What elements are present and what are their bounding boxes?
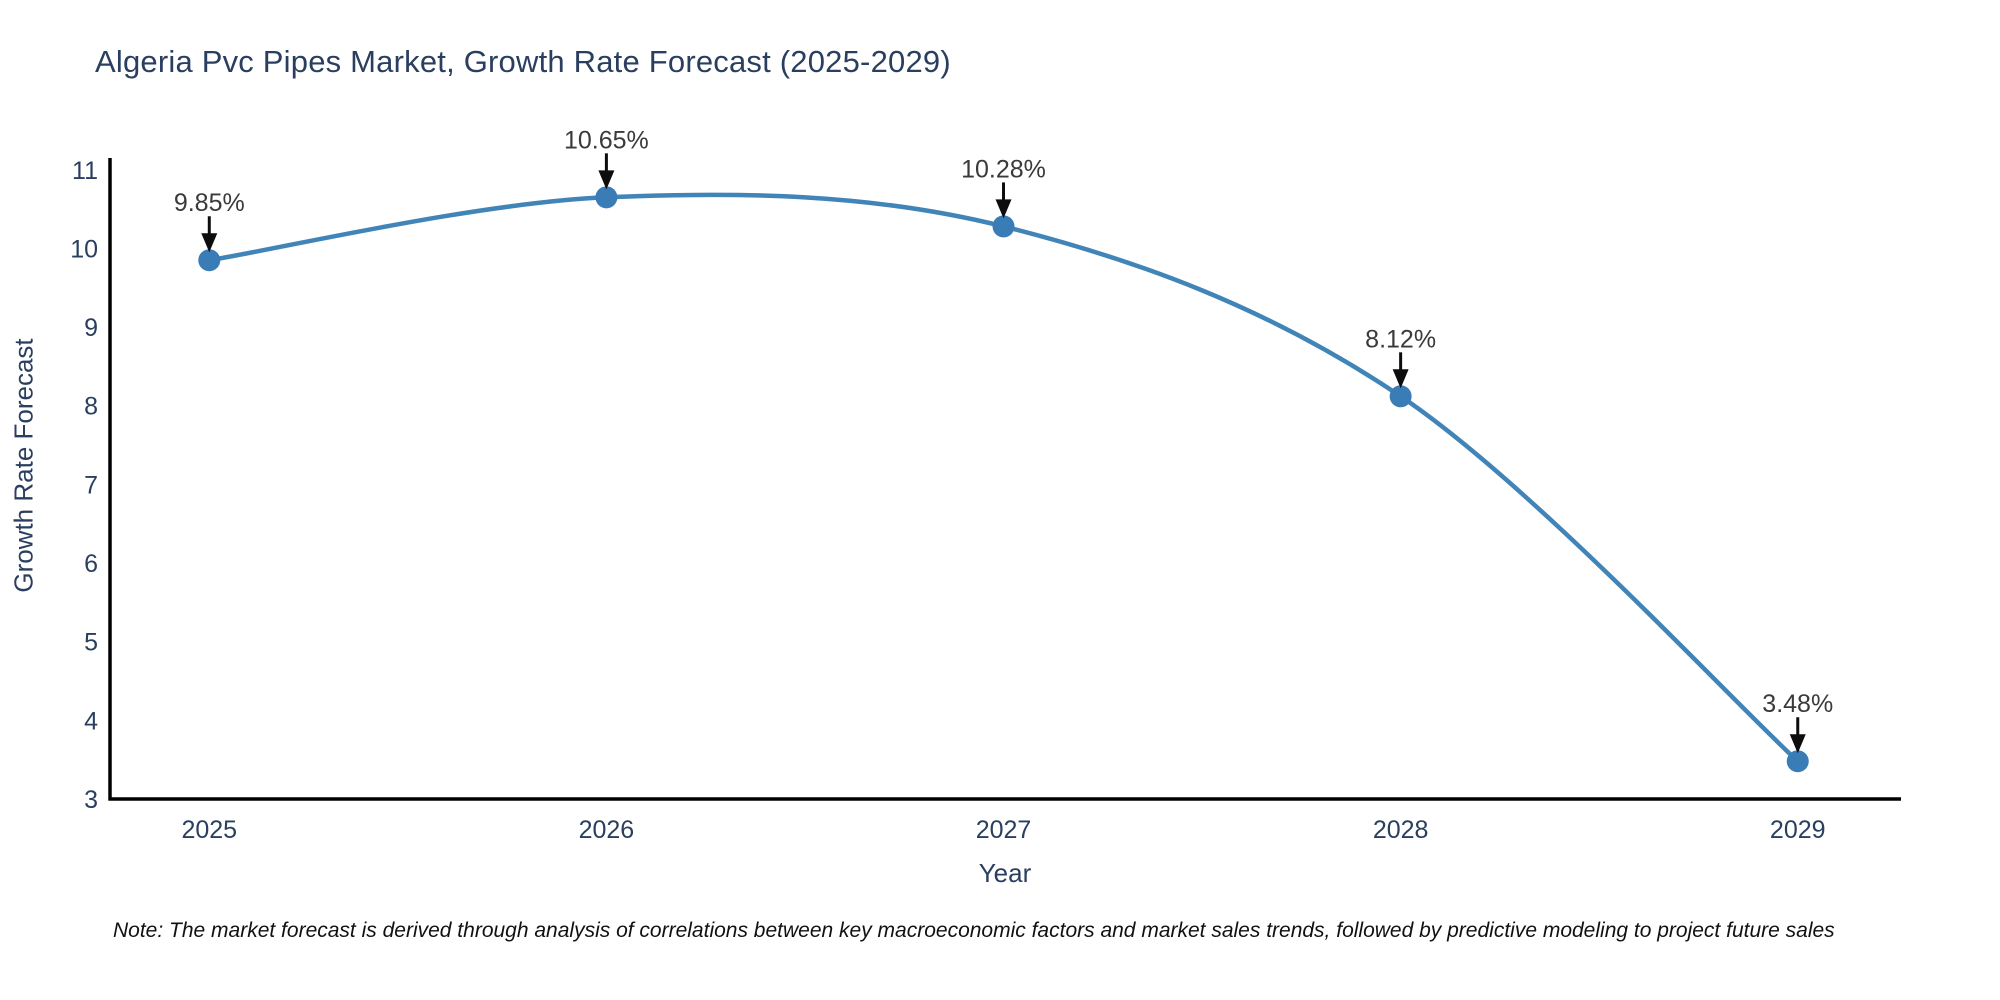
x-tick-label: 2028 — [1373, 816, 1429, 844]
data-point-marker — [1389, 385, 1412, 408]
annotation-arrowhead — [1392, 369, 1409, 389]
point-annotation: 3.48% — [1762, 690, 1833, 718]
y-tick-label: 6 — [84, 550, 98, 578]
annotation-arrowhead — [995, 199, 1012, 219]
y-tick-label: 4 — [84, 707, 98, 735]
chart-title: Algeria Pvc Pipes Market, Growth Rate Fo… — [95, 44, 951, 79]
data-point-marker — [992, 215, 1015, 238]
point-annotation: 10.65% — [564, 126, 649, 154]
y-tick-label: 7 — [84, 471, 98, 499]
trend-line — [207, 192, 1800, 764]
data-point-marker — [595, 186, 618, 209]
y-tick-label: 10 — [70, 235, 98, 263]
point-annotation: 9.85% — [174, 189, 245, 217]
y-tick-label: 5 — [84, 629, 98, 657]
y-axis-title: Growth Rate Forecast — [8, 338, 39, 593]
x-tick-label: 2025 — [181, 816, 237, 844]
y-tick-label: 9 — [84, 314, 98, 342]
point-annotation: 10.28% — [961, 155, 1046, 183]
data-point-marker — [1786, 750, 1809, 773]
y-tick-label: 3 — [84, 786, 98, 814]
x-tick-label: 2027 — [976, 816, 1032, 844]
x-tick-label: 2029 — [1770, 816, 1826, 844]
y-tick-label: 8 — [84, 393, 98, 421]
y-tick-label: 11 — [72, 157, 98, 185]
annotation-arrowhead — [201, 233, 218, 253]
point-annotation: 8.12% — [1365, 325, 1436, 353]
annotation-arrowhead — [598, 170, 615, 190]
annotation-arrowhead — [1789, 734, 1806, 754]
data-point-marker — [198, 249, 221, 272]
x-axis-title: Year — [978, 858, 1032, 888]
chart-footnote: Note: The market forecast is derived thr… — [113, 919, 1835, 942]
x-tick-label: 2026 — [579, 816, 635, 844]
